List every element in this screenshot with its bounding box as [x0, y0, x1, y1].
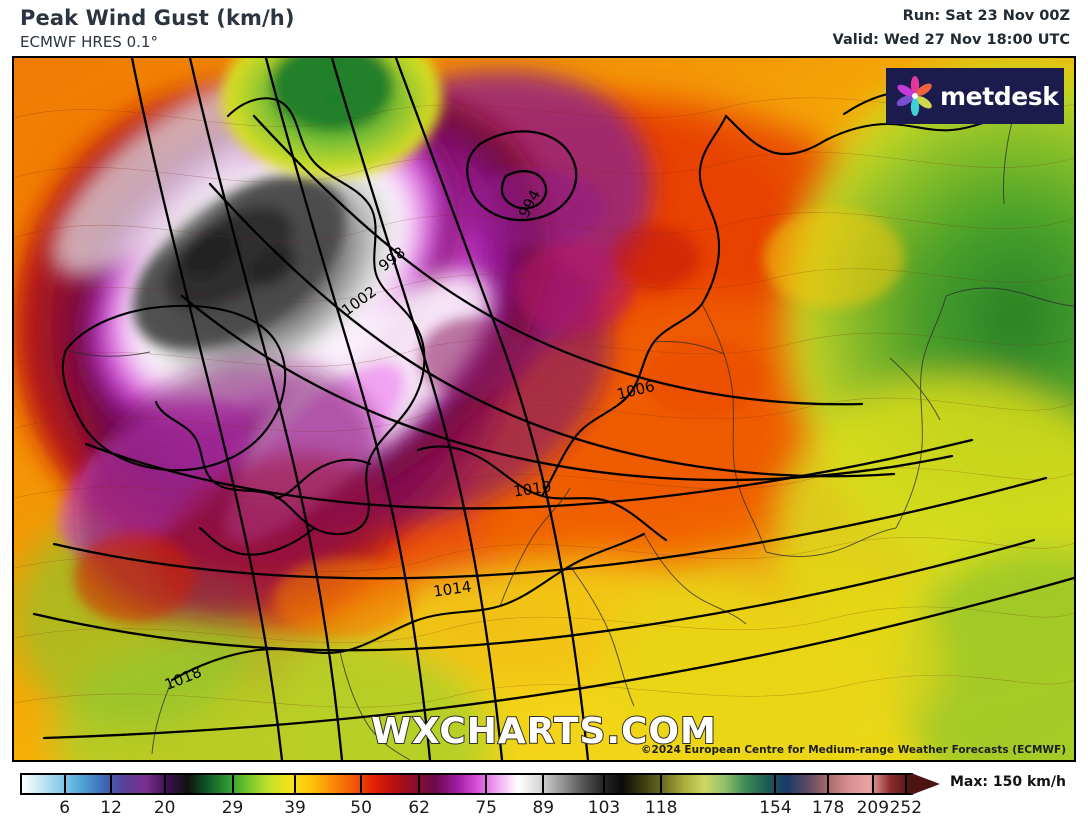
colorbar-tick-labels: 6 12 20 29 39 50 62 75 89 103 118 154 178 209 252 — [0, 798, 1088, 826]
colorbar-tick — [827, 773, 830, 795]
colorbar-tick-label: 50 — [350, 798, 372, 818]
isobar-label: 1014 — [432, 577, 472, 600]
colorbar-arrow-tip — [911, 773, 940, 795]
colorbar-tick — [660, 773, 663, 795]
colorbar-tick-label: 12 — [100, 798, 122, 818]
colorbar-tick — [871, 773, 874, 795]
colorbar-area: 6 12 20 29 39 50 62 75 89 103 118 154 178 209 252 Max:… — [0, 766, 1088, 835]
isobar-label: 1010 — [512, 477, 552, 500]
colorbar-ticks — [20, 773, 913, 795]
ecmwf-copyright: ©2024 European Centre for Medium-range W… — [641, 744, 1066, 756]
colorbar-tick-label: 62 — [408, 798, 430, 818]
metdesk-pinwheel-icon — [894, 75, 936, 117]
colorbar-tick — [485, 773, 488, 795]
colorbar-tick-label: 6 — [59, 798, 71, 818]
colorbar-tick-label: 118 — [644, 798, 678, 818]
colorbar-tick-label: 39 — [284, 798, 306, 818]
page-title: Peak Wind Gust (km/h) — [20, 6, 295, 30]
border-layer — [65, 113, 1074, 760]
gust-field-layer — [14, 58, 1074, 760]
colorbar-tick — [360, 773, 363, 795]
map-canvas: 994 998 1002 1006 1010 1014 1018 — [14, 58, 1074, 760]
colorbar-tick-label: 154 — [759, 798, 792, 818]
colorbar-tick-label: 178 — [811, 798, 845, 818]
metdesk-logo-text: metdesk — [940, 81, 1059, 111]
colorbar-tick — [904, 773, 907, 795]
run-label: Run: Sat 23 Nov 00Z — [902, 8, 1070, 24]
colorbar-tick-label: 89 — [532, 798, 555, 818]
colorbar-tick-label: 252 — [889, 798, 923, 818]
colorbar-tick-label: 20 — [153, 798, 176, 818]
page-header: Peak Wind Gust (km/h) ECMWF HRES 0.1° Ru… — [0, 0, 1088, 56]
colorbar-tick — [110, 773, 113, 795]
valid-label: Valid: Wed 27 Nov 18:00 UTC — [832, 32, 1070, 48]
metdesk-logo[interactable]: metdesk — [886, 68, 1064, 124]
colorbar-tick — [63, 773, 66, 795]
colorbar-tick-label: 29 — [221, 798, 244, 818]
colorbar-tick — [774, 773, 777, 795]
colorbar-tick-label: 209 — [856, 798, 890, 818]
model-label: ECMWF HRES 0.1° — [20, 33, 158, 51]
colorbar-tick — [294, 773, 297, 795]
colorbar-max-label: Max: 150 km/h — [950, 774, 1066, 790]
colorbar-tick — [542, 773, 545, 795]
colorbar-tick — [418, 773, 421, 795]
forecast-map[interactable]: 994 998 1002 1006 1010 1014 1018 — [12, 56, 1076, 762]
colorbar-tick-label: 103 — [587, 798, 621, 818]
colorbar[interactable] — [20, 773, 940, 795]
colorbar-tick — [603, 773, 606, 795]
colorbar-tick-label: 75 — [475, 798, 497, 818]
colorbar-tick — [231, 773, 234, 795]
colorbar-tick — [163, 773, 166, 795]
isobar-layer — [32, 58, 1074, 760]
